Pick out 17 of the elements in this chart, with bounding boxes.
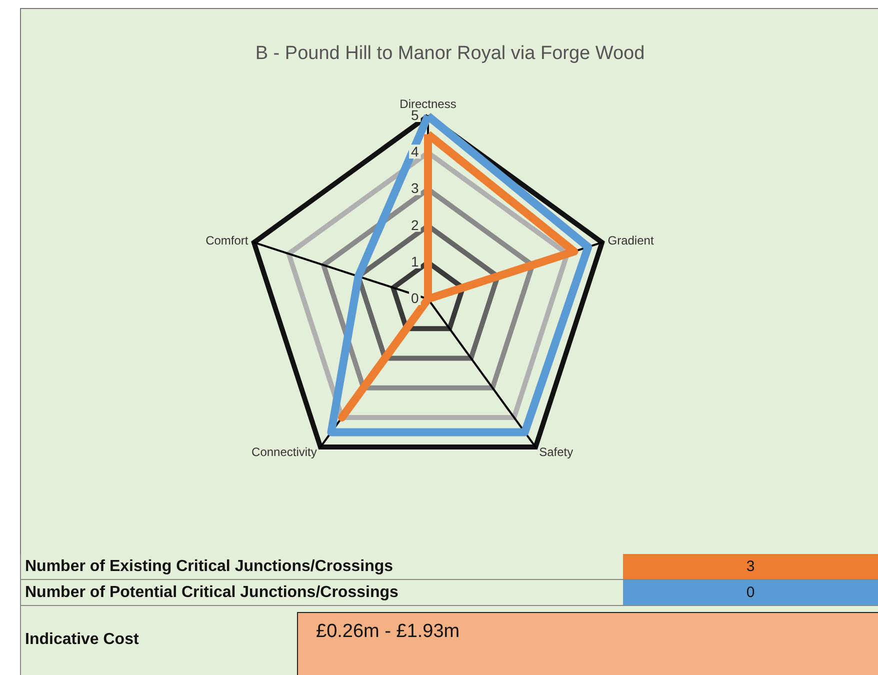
- y-tick-label: 1: [411, 253, 419, 270]
- text: £0.26m - £1.93m: [297, 612, 878, 675]
- chart-title: B - Pound Hill to Manor Royal via Forge Wood: [255, 43, 645, 64]
- spoke-label: Safety: [539, 444, 574, 459]
- text: 0: [623, 580, 878, 605]
- y-tick-label: 4: [411, 144, 419, 160]
- text: 3: [623, 554, 878, 579]
- y-tick-label: 2: [411, 216, 419, 233]
- text: Number of Existing Critical Junctions/Crossings: [24, 557, 394, 577]
- y-tick-label: 3: [411, 180, 419, 196]
- spoke-label: Comfort: [206, 234, 249, 248]
- spoke-label: Connectivity: [252, 444, 317, 459]
- text: Number of Potential Critical Junctions/Crossings: [24, 583, 400, 603]
- spoke-label: Gradient: [608, 234, 654, 248]
- y-tick-label: 5: [411, 107, 419, 123]
- text: Indicative Cost: [25, 630, 139, 650]
- y-tick-label: 0: [411, 290, 419, 306]
